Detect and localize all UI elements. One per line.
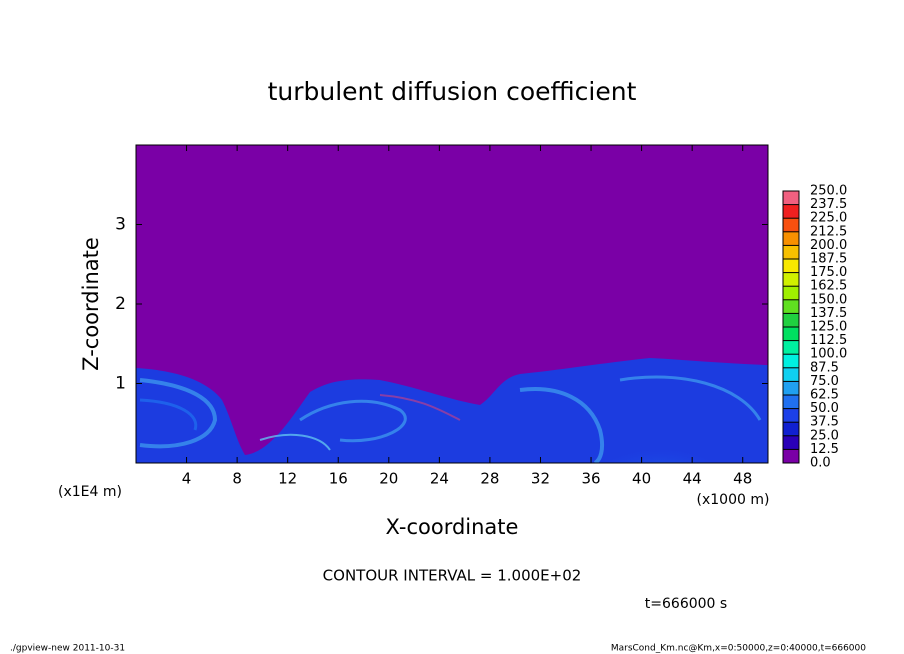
colorbar-label: 225.0 xyxy=(810,211,847,226)
colorbar-label: 175.0 xyxy=(810,265,847,280)
colorbar-label: 75.0 xyxy=(810,374,839,389)
colorbar-box xyxy=(783,354,799,368)
x-tick-label: 12 xyxy=(278,470,297,488)
colorbar-box xyxy=(783,245,799,259)
annotation: t=666000 s xyxy=(645,596,727,612)
colorbar-box xyxy=(783,313,799,327)
footer: ./gpview-new 2011-10-31 xyxy=(10,644,125,654)
colorbar-box xyxy=(783,449,799,463)
y-tick-label: 1 xyxy=(115,374,126,394)
colorbar-label: 25.0 xyxy=(810,428,839,443)
colorbar-label: 12.5 xyxy=(810,442,839,457)
y-unit-label: (x1E4 m) xyxy=(58,484,122,500)
colorbar-label: 112.5 xyxy=(810,333,847,348)
colorbar-label: 200.0 xyxy=(810,238,847,253)
colorbar-label: 162.5 xyxy=(810,279,847,294)
colorbar-label: 50.0 xyxy=(810,401,839,416)
colorbar-label: 37.5 xyxy=(810,415,839,430)
x-tick-label: 40 xyxy=(632,470,651,488)
colorbar-box xyxy=(783,435,799,450)
x-tick-label: 48 xyxy=(733,470,752,488)
colorbar-box xyxy=(783,272,799,287)
x-tick-label: 16 xyxy=(329,470,348,488)
field-pattern xyxy=(136,358,768,463)
colorbar-box xyxy=(783,259,799,273)
colorbar-label: 125.0 xyxy=(810,320,847,335)
colorbar-label: 187.5 xyxy=(810,252,847,267)
y-tick-label: 3 xyxy=(115,215,126,235)
x-axis-label: X-coordinate xyxy=(386,515,519,539)
x-tick-label: 20 xyxy=(379,470,398,488)
x-tick-label: 8 xyxy=(232,470,242,488)
colorbar-box xyxy=(783,422,799,436)
colorbar-box xyxy=(783,204,799,219)
colorbar-box xyxy=(783,218,799,232)
y-axis-label: Z-coordinate xyxy=(79,237,103,371)
x-tick-label: 32 xyxy=(531,470,550,488)
colorbar-label: 150.0 xyxy=(810,292,847,307)
y-tick-label: 2 xyxy=(115,294,126,314)
x-tick-label: 36 xyxy=(581,470,600,488)
colorbar-box xyxy=(783,381,799,395)
chart-title: turbulent diffusion coefficient xyxy=(268,77,637,106)
x-tick-label: 24 xyxy=(430,470,449,488)
x-tick-label: 28 xyxy=(480,470,499,488)
colorbar-box xyxy=(783,327,799,341)
colorbar-label: 100.0 xyxy=(810,347,847,362)
colorbar-box xyxy=(783,367,799,382)
colorbar-box xyxy=(783,231,799,246)
x-tick-label: 4 xyxy=(182,470,192,488)
x-tick-label: 44 xyxy=(683,470,702,488)
x-unit-label: (x1000 m) xyxy=(697,492,770,508)
footer: MarsCond_Km.nc@Km,x=0:50000,z=0:40000,t=… xyxy=(611,644,866,654)
colorbar-label: 62.5 xyxy=(810,388,839,403)
colorbar-label: 87.5 xyxy=(810,360,839,375)
colorbar-label: 250.0 xyxy=(810,184,847,199)
colorbar-box xyxy=(783,191,799,205)
annotation: CONTOUR INTERVAL = 1.000E+02 xyxy=(323,567,582,585)
colorbar-label: 0.0 xyxy=(810,456,831,471)
colorbar-box xyxy=(783,299,799,314)
colorbar-label: 137.5 xyxy=(810,306,847,321)
colorbar-label: 212.5 xyxy=(810,224,847,239)
colorbar-box xyxy=(783,286,799,300)
colorbar-label: 237.5 xyxy=(810,197,847,212)
colorbar-box xyxy=(783,395,799,409)
colorbar-box xyxy=(783,340,799,355)
colorbar-box xyxy=(783,408,799,423)
